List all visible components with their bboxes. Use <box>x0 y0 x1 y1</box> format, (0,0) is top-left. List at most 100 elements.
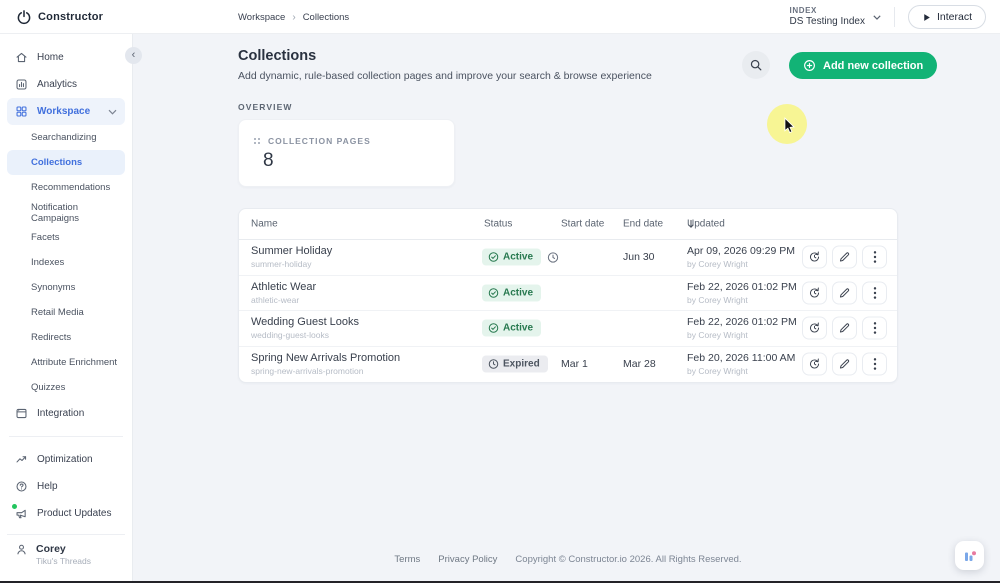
page-title: Collections <box>238 48 317 64</box>
feedback-widget-button[interactable] <box>955 541 984 570</box>
sidebar-item-product-updates[interactable]: Product Updates <box>7 500 125 527</box>
overview-section-label: OVERVIEW <box>238 102 293 112</box>
sidebar-item-home[interactable]: Home <box>7 44 125 71</box>
sidebar-item-redirects[interactable]: Redirects <box>31 332 72 343</box>
updated-date: Feb 22, 2026 01:02 PM <box>687 316 797 328</box>
history-button[interactable] <box>802 245 827 269</box>
sidebar-item-notification-campaigns[interactable]: Notification Campaigns <box>31 201 80 224</box>
sidebar-item-synonyms[interactable]: Synonyms <box>31 282 76 293</box>
search-button[interactable] <box>742 51 770 79</box>
more-options-button[interactable] <box>862 316 887 340</box>
edit-button[interactable] <box>832 316 857 340</box>
collection-name-link[interactable]: Summer Holiday <box>251 245 333 257</box>
sidebar-item-quizzes[interactable]: Quizzes <box>31 382 66 393</box>
table-row[interactable]: Athletic Wear athletic-wear Active Feb 2… <box>239 276 897 311</box>
status-badge: Active <box>482 284 542 302</box>
add-new-collection-button[interactable]: Add new collection <box>789 52 938 79</box>
index-selector[interactable]: INDEX DS Testing Index <box>790 6 881 29</box>
edit-button[interactable] <box>832 352 857 376</box>
search-icon <box>749 58 763 72</box>
terms-link[interactable]: Terms <box>394 554 421 565</box>
status-badge: Active <box>482 319 542 337</box>
stat-value: 8 <box>263 150 274 171</box>
breadcrumb-collections[interactable]: Collections <box>302 11 350 23</box>
caret-down-icon <box>873 14 881 20</box>
plus-circle-icon <box>803 59 816 72</box>
sidebar-label: Analytics <box>37 79 78 90</box>
interact-button[interactable]: Interact <box>907 5 986 29</box>
updated-by: by Corey Wright <box>687 259 748 269</box>
help-icon <box>15 480 29 493</box>
sidebar-item-attribute-enrichment[interactable]: Attribute Enrichment <box>31 357 118 368</box>
main-content: Collections Add dynamic, rule-based coll… <box>133 34 1000 581</box>
sidebar-item-integration[interactable]: Integration <box>7 400 125 427</box>
sidebar-label: Home <box>37 52 64 63</box>
more-options-button[interactable] <box>862 245 887 269</box>
collection-slug: athletic-wear <box>251 294 300 305</box>
updated-date: Feb 20, 2026 11:00 AM <box>687 351 796 364</box>
table-row[interactable]: Spring New Arrivals Promotion spring-new… <box>239 347 897 383</box>
analytics-icon <box>15 78 29 91</box>
column-header-start-date[interactable]: Start date <box>561 218 605 230</box>
sidebar-item-collections[interactable]: Collections <box>7 150 125 175</box>
integration-icon <box>15 407 29 420</box>
page-footer: Terms Privacy Policy Copyright © Constru… <box>238 554 898 565</box>
history-button[interactable] <box>802 281 827 305</box>
schedule-clock-icon <box>547 251 559 263</box>
end-date: Jun 30 <box>623 251 655 264</box>
constructor-logo[interactable]: Constructor <box>16 0 103 34</box>
check-circle-icon <box>488 323 499 334</box>
topbar-divider <box>893 7 895 27</box>
collection-slug: wedding-guest-looks <box>251 330 329 340</box>
stat-label: COLLECTION PAGES <box>268 136 371 146</box>
sidebar-item-retail-media[interactable]: Retail Media <box>31 307 84 318</box>
more-options-button[interactable] <box>862 352 887 376</box>
sidebar-item-searchandizing[interactable]: Searchandizing <box>31 132 97 143</box>
history-button[interactable] <box>802 316 827 340</box>
user-menu[interactable]: Corey Tiku's Threads <box>7 534 125 571</box>
collection-name-link[interactable]: Athletic Wear <box>251 280 317 293</box>
sidebar-item-facets[interactable]: Facets <box>31 232 60 243</box>
sidebar-collapse-button[interactable]: ‹ <box>125 47 142 64</box>
column-header-status[interactable]: Status <box>484 218 513 230</box>
breadcrumb-chevron-icon: › <box>292 11 296 23</box>
edit-button[interactable] <box>832 245 857 269</box>
sort-desc-icon <box>687 219 695 229</box>
sidebar-item-help[interactable]: Help <box>7 473 125 500</box>
breadcrumb-workspace[interactable]: Workspace <box>238 11 286 23</box>
topbar-right: INDEX DS Testing Index Interact <box>790 0 986 34</box>
collections-table: Name Status Start date End date Updated … <box>238 208 898 383</box>
interact-label: Interact <box>936 11 972 23</box>
updated-date: Feb 22, 2026 01:02 PM <box>687 280 797 293</box>
sidebar-item-optimization[interactable]: Optimization <box>7 446 125 473</box>
collection-pages-stat-card: COLLECTION PAGES 8 <box>238 119 455 187</box>
privacy-policy-link[interactable]: Privacy Policy <box>438 554 498 565</box>
sidebar-label: Integration <box>37 408 85 419</box>
table-row[interactable]: Summer Holiday summer-holiday Active <box>239 240 897 276</box>
user-icon <box>15 543 28 556</box>
feedback-icon <box>963 549 977 563</box>
status-badge: Expired <box>482 355 548 373</box>
collection-pages-icon <box>253 137 261 145</box>
table-row[interactable]: Wedding Guest Looks wedding-guest-looks … <box>239 311 897 347</box>
sidebar-item-recommendations[interactable]: Recommendations <box>31 182 111 193</box>
sidebar-divider <box>9 436 123 437</box>
collection-name-link[interactable]: Spring New Arrivals Promotion <box>251 351 401 364</box>
check-circle-icon <box>488 252 499 263</box>
page-subtitle: Add dynamic, rule-based collection pages… <box>238 70 652 82</box>
breadcrumb: Workspace › Collections <box>238 0 349 34</box>
sidebar-label: Workspace <box>37 106 91 117</box>
history-button[interactable] <box>802 352 827 376</box>
edit-button[interactable] <box>832 281 857 305</box>
power-icon <box>16 9 32 25</box>
sidebar-item-analytics[interactable]: Analytics <box>7 71 125 98</box>
more-options-button[interactable] <box>862 281 887 305</box>
check-circle-icon <box>488 287 499 298</box>
sidebar: Home Analytics Workspace Searchandizing … <box>0 34 133 581</box>
sidebar-item-workspace[interactable]: Workspace <box>7 98 125 125</box>
collection-name-link[interactable]: Wedding Guest Looks <box>251 316 360 328</box>
column-header-name[interactable]: Name <box>251 218 278 230</box>
column-header-end-date[interactable]: End date <box>623 218 664 230</box>
sidebar-item-indexes[interactable]: Indexes <box>31 257 65 268</box>
